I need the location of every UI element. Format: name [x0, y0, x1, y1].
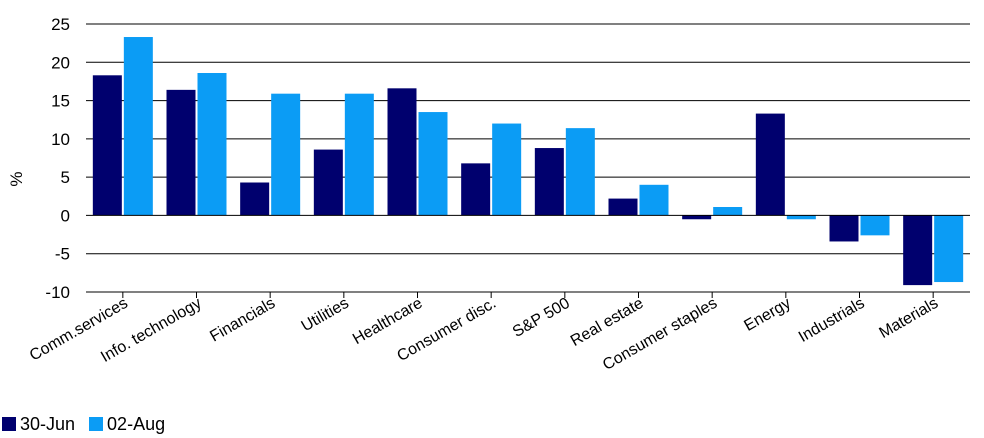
y-axis-label: %: [7, 171, 26, 186]
bar-30-jun-consumer-staples: [682, 215, 712, 220]
bars: [92, 37, 964, 286]
bar-02-aug-real-estate: [639, 184, 669, 216]
y-tick-label: 20: [51, 53, 70, 72]
bar-30-jun-info-technology: [166, 89, 196, 216]
x-tick-label-financials: Financials: [207, 295, 278, 346]
bar-02-aug-utilities: [344, 93, 374, 216]
legend-swatch-02-aug: [89, 417, 104, 431]
bar-30-jun-healthcare: [387, 88, 417, 216]
bar-02-aug-industrials: [860, 215, 890, 236]
y-tick-label: 25: [51, 15, 70, 34]
x-tick-label-materials: Materials: [876, 295, 941, 342]
legend-label-30-jun: 30-Jun: [20, 413, 76, 434]
bar-02-aug-consumer-disc: [492, 123, 522, 216]
bar-30-jun-real-estate: [608, 198, 638, 216]
y-tick-label: -10: [45, 283, 70, 302]
bar-02-aug-financials: [271, 93, 301, 216]
y-tick-label: 5: [61, 168, 70, 187]
x-tick-label-energy: Energy: [741, 295, 793, 335]
bar-02-aug-healthcare: [418, 112, 448, 216]
y-tick-label: -5: [55, 245, 70, 264]
x-tick-label-industrials: Industrials: [796, 295, 868, 346]
bar-02-aug-consumer-staples: [713, 207, 743, 216]
x-tick-label-s-p-500: S&P 500: [510, 295, 573, 341]
bar-30-jun-comm-services: [92, 75, 122, 216]
bar-30-jun-financials: [240, 182, 270, 216]
legend-item-02-aug: 02-Aug: [89, 414, 165, 435]
bar-30-jun-industrials: [829, 215, 859, 242]
x-tick-label-utilities: Utilities: [299, 295, 352, 336]
bar-02-aug-s-p-500: [565, 128, 595, 216]
legend-label-02-aug: 02-Aug: [107, 413, 166, 434]
legend: 30-Jun 02-Aug: [2, 412, 165, 436]
bar-02-aug-comm-services: [123, 37, 153, 216]
bar-30-jun-utilities: [313, 149, 343, 216]
y-tick-label: 10: [51, 130, 70, 149]
bar-02-aug-info-technology: [197, 73, 227, 216]
legend-swatch-30-jun: [2, 417, 16, 431]
bar-30-jun-consumer-disc: [461, 163, 491, 216]
bar-02-aug-materials: [934, 215, 964, 283]
bar-30-jun-materials: [903, 215, 933, 286]
y-axis-ticks: 25 20 15 10 5 0 -5 -10: [45, 15, 70, 302]
bar-30-jun-energy: [755, 113, 785, 216]
x-axis: [86, 214, 970, 298]
y-tick-label: 0: [61, 206, 70, 225]
legend-item-30-jun: 30-Jun: [2, 414, 75, 435]
bar-02-aug-energy: [786, 215, 816, 220]
bar-30-jun-s-p-500: [534, 148, 564, 216]
y-tick-label: 15: [51, 92, 70, 111]
